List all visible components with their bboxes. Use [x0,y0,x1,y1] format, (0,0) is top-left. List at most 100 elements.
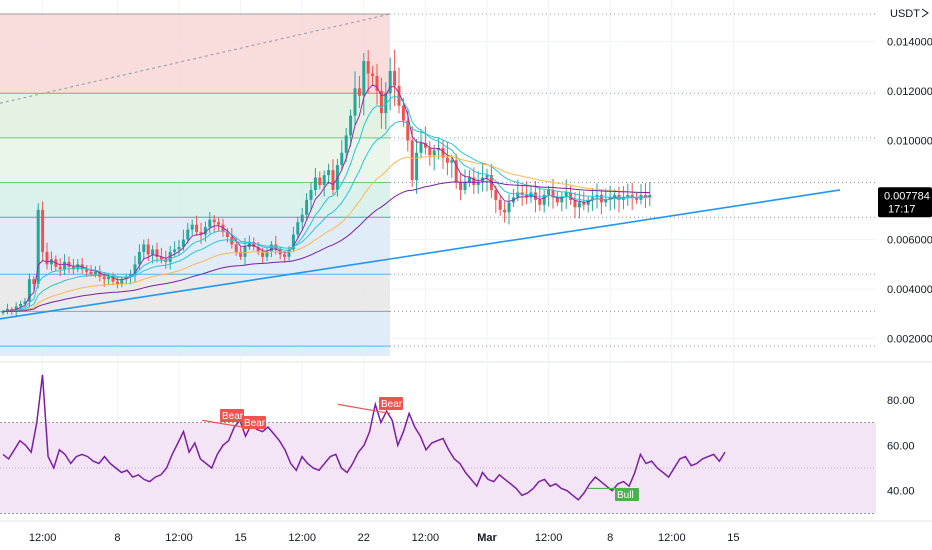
candle-body[interactable] [269,244,273,252]
candle-body[interactable] [27,279,31,302]
candle-body[interactable] [542,194,546,205]
candle-body[interactable] [463,182,467,190]
candle-body[interactable] [419,142,423,153]
candle-body[interactable] [643,194,647,198]
candle-body[interactable] [137,251,141,265]
candle-body[interactable] [599,194,603,203]
candle-body[interactable] [406,120,410,141]
candle-body[interactable] [305,199,309,215]
candle-body[interactable] [49,259,53,265]
candle-body[interactable] [102,276,106,280]
candle-body[interactable] [212,219,216,223]
candle-body[interactable] [300,214,304,223]
candle-body[interactable] [353,88,357,116]
candle-body[interactable] [63,261,67,270]
candle-body[interactable] [577,202,581,208]
candle-body[interactable] [234,244,238,252]
candle-body[interactable] [379,90,383,114]
candle-body[interactable] [173,249,177,252]
candle-body[interactable] [582,202,586,205]
candle-body[interactable] [10,308,14,312]
candle-body[interactable] [225,232,229,238]
candle-body[interactable] [375,75,379,91]
candle-body[interactable] [388,71,392,94]
candle-body[interactable] [318,177,322,185]
candle-body[interactable] [564,192,568,198]
candle-body[interactable] [19,303,23,307]
candle-body[interactable] [366,61,370,74]
candle-body[interactable] [168,251,172,262]
candle-body[interactable] [120,279,124,285]
candle-body[interactable] [371,73,375,76]
candle-body[interactable] [344,135,348,153]
candle-body[interactable] [313,177,317,190]
candle-body[interactable] [467,177,471,183]
candle-body[interactable] [186,229,190,240]
candle-body[interactable] [217,222,221,225]
candle-body[interactable] [428,147,432,156]
candle-body[interactable] [89,271,93,275]
candle-body[interactable] [507,202,511,213]
candle-body[interactable] [494,189,498,200]
candle-body[interactable] [129,274,133,277]
candle-body[interactable] [146,244,150,255]
candle-body[interactable] [410,140,414,181]
candle-body[interactable] [357,88,361,96]
candle-body[interactable] [195,224,199,233]
candle-body[interactable] [239,251,243,257]
currency-chevron-icon[interactable] [921,8,929,18]
candle-body[interactable] [256,246,260,252]
candle-body[interactable] [283,254,287,257]
candle-body[interactable] [261,251,265,257]
candle-body[interactable] [23,301,27,304]
candle-body[interactable] [107,276,111,280]
candle-body[interactable] [459,182,463,190]
candle-body[interactable] [322,175,326,185]
candle-body[interactable] [476,182,480,185]
candle-body[interactable] [393,71,397,86]
candle-body[interactable] [115,281,119,285]
candle-body[interactable] [432,150,436,156]
candle-body[interactable] [93,271,97,275]
candle-body[interactable] [340,152,344,166]
candle-body[interactable] [124,276,128,280]
candle-body[interactable] [551,189,555,198]
candle-body[interactable] [1,311,5,313]
candle-body[interactable] [560,197,564,203]
candle-body[interactable] [76,264,80,270]
candle-body[interactable] [591,197,595,200]
candle-body[interactable] [327,170,331,176]
candle-body[interactable] [252,242,256,247]
candle-body[interactable] [450,160,454,163]
candle-body[interactable] [247,242,251,247]
candle-body[interactable] [555,197,559,203]
candle-body[interactable] [58,266,62,270]
candle-body[interactable] [586,199,590,205]
candle-body[interactable] [538,199,542,205]
candle-body[interactable] [133,264,137,275]
candle-body[interactable] [71,266,75,270]
candle-body[interactable] [437,147,441,151]
candle-body[interactable] [142,244,146,252]
candle-body[interactable] [291,234,295,250]
candle-body[interactable] [533,192,537,200]
candle-body[interactable] [181,239,185,247]
candle-body[interactable] [36,209,40,285]
candle-body[interactable] [85,269,89,272]
candle-body[interactable] [613,194,617,198]
candle-body[interactable] [362,61,366,96]
candle-body[interactable] [630,194,634,198]
currency-label[interactable]: USDT [890,8,920,20]
candle-body[interactable] [159,256,163,260]
candle-body[interactable] [401,105,405,121]
candle-body[interactable] [445,157,449,163]
candle-body[interactable] [243,246,247,257]
candle-body[interactable] [287,249,291,257]
candle-body[interactable] [415,152,419,181]
candle-body[interactable] [384,93,388,114]
candle-body[interactable] [190,224,194,230]
candle-body[interactable] [41,209,45,252]
candle-body[interactable] [155,249,159,257]
candle-body[interactable] [296,222,300,235]
